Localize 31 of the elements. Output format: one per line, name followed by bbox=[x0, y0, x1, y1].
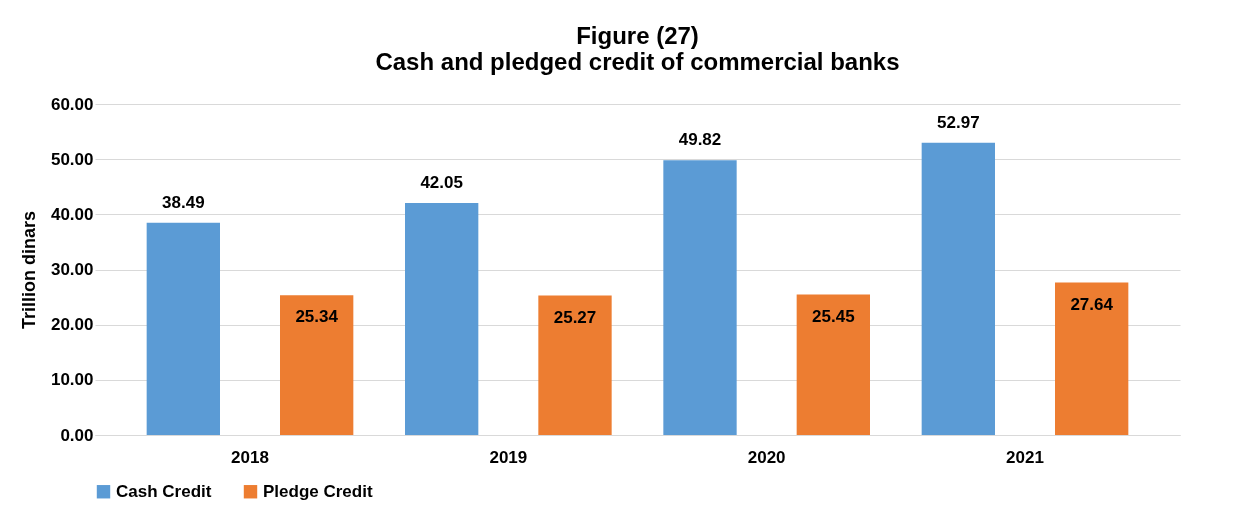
bar bbox=[1055, 282, 1129, 435]
bar bbox=[146, 222, 220, 435]
bar bbox=[280, 295, 354, 435]
legend-label: Cash Credit bbox=[116, 481, 212, 501]
x-tick-label: 2019 bbox=[489, 447, 528, 467]
data-label: 25.34 bbox=[295, 307, 339, 327]
y-axis-title: Trillion dinars bbox=[18, 210, 39, 330]
y-tick-label: 40.00 bbox=[50, 204, 94, 224]
bar bbox=[921, 142, 995, 435]
y-tick-label: 50.00 bbox=[50, 149, 94, 169]
y-tick-label: 10.00 bbox=[50, 370, 94, 390]
chart-title: Figure (27) Cash and pledged credit of commercial banks bbox=[375, 22, 900, 75]
data-label: 52.97 bbox=[937, 112, 980, 132]
data-label: 25.45 bbox=[812, 306, 855, 326]
x-tick-label: 2020 bbox=[747, 447, 786, 467]
x-tick-label: 2021 bbox=[1006, 447, 1044, 467]
y-tick-label: 30.00 bbox=[50, 260, 94, 279]
bar bbox=[538, 295, 612, 435]
data-label: 49.82 bbox=[678, 130, 722, 150]
bar bbox=[796, 294, 870, 435]
y-tick-label: 60.00 bbox=[50, 94, 94, 114]
y-tick-label: 0.00 bbox=[60, 425, 94, 445]
data-label: 42.05 bbox=[420, 173, 463, 193]
data-label: 27.64 bbox=[1070, 294, 1114, 314]
y-tick-label: 20.00 bbox=[50, 315, 94, 335]
bar bbox=[405, 203, 479, 435]
x-tick-label: 2018 bbox=[231, 447, 269, 467]
data-label: 38.49 bbox=[162, 192, 205, 212]
data-label: 25.27 bbox=[553, 307, 597, 327]
bar bbox=[663, 160, 737, 435]
legend-label: Pledge Credit bbox=[263, 481, 373, 501]
